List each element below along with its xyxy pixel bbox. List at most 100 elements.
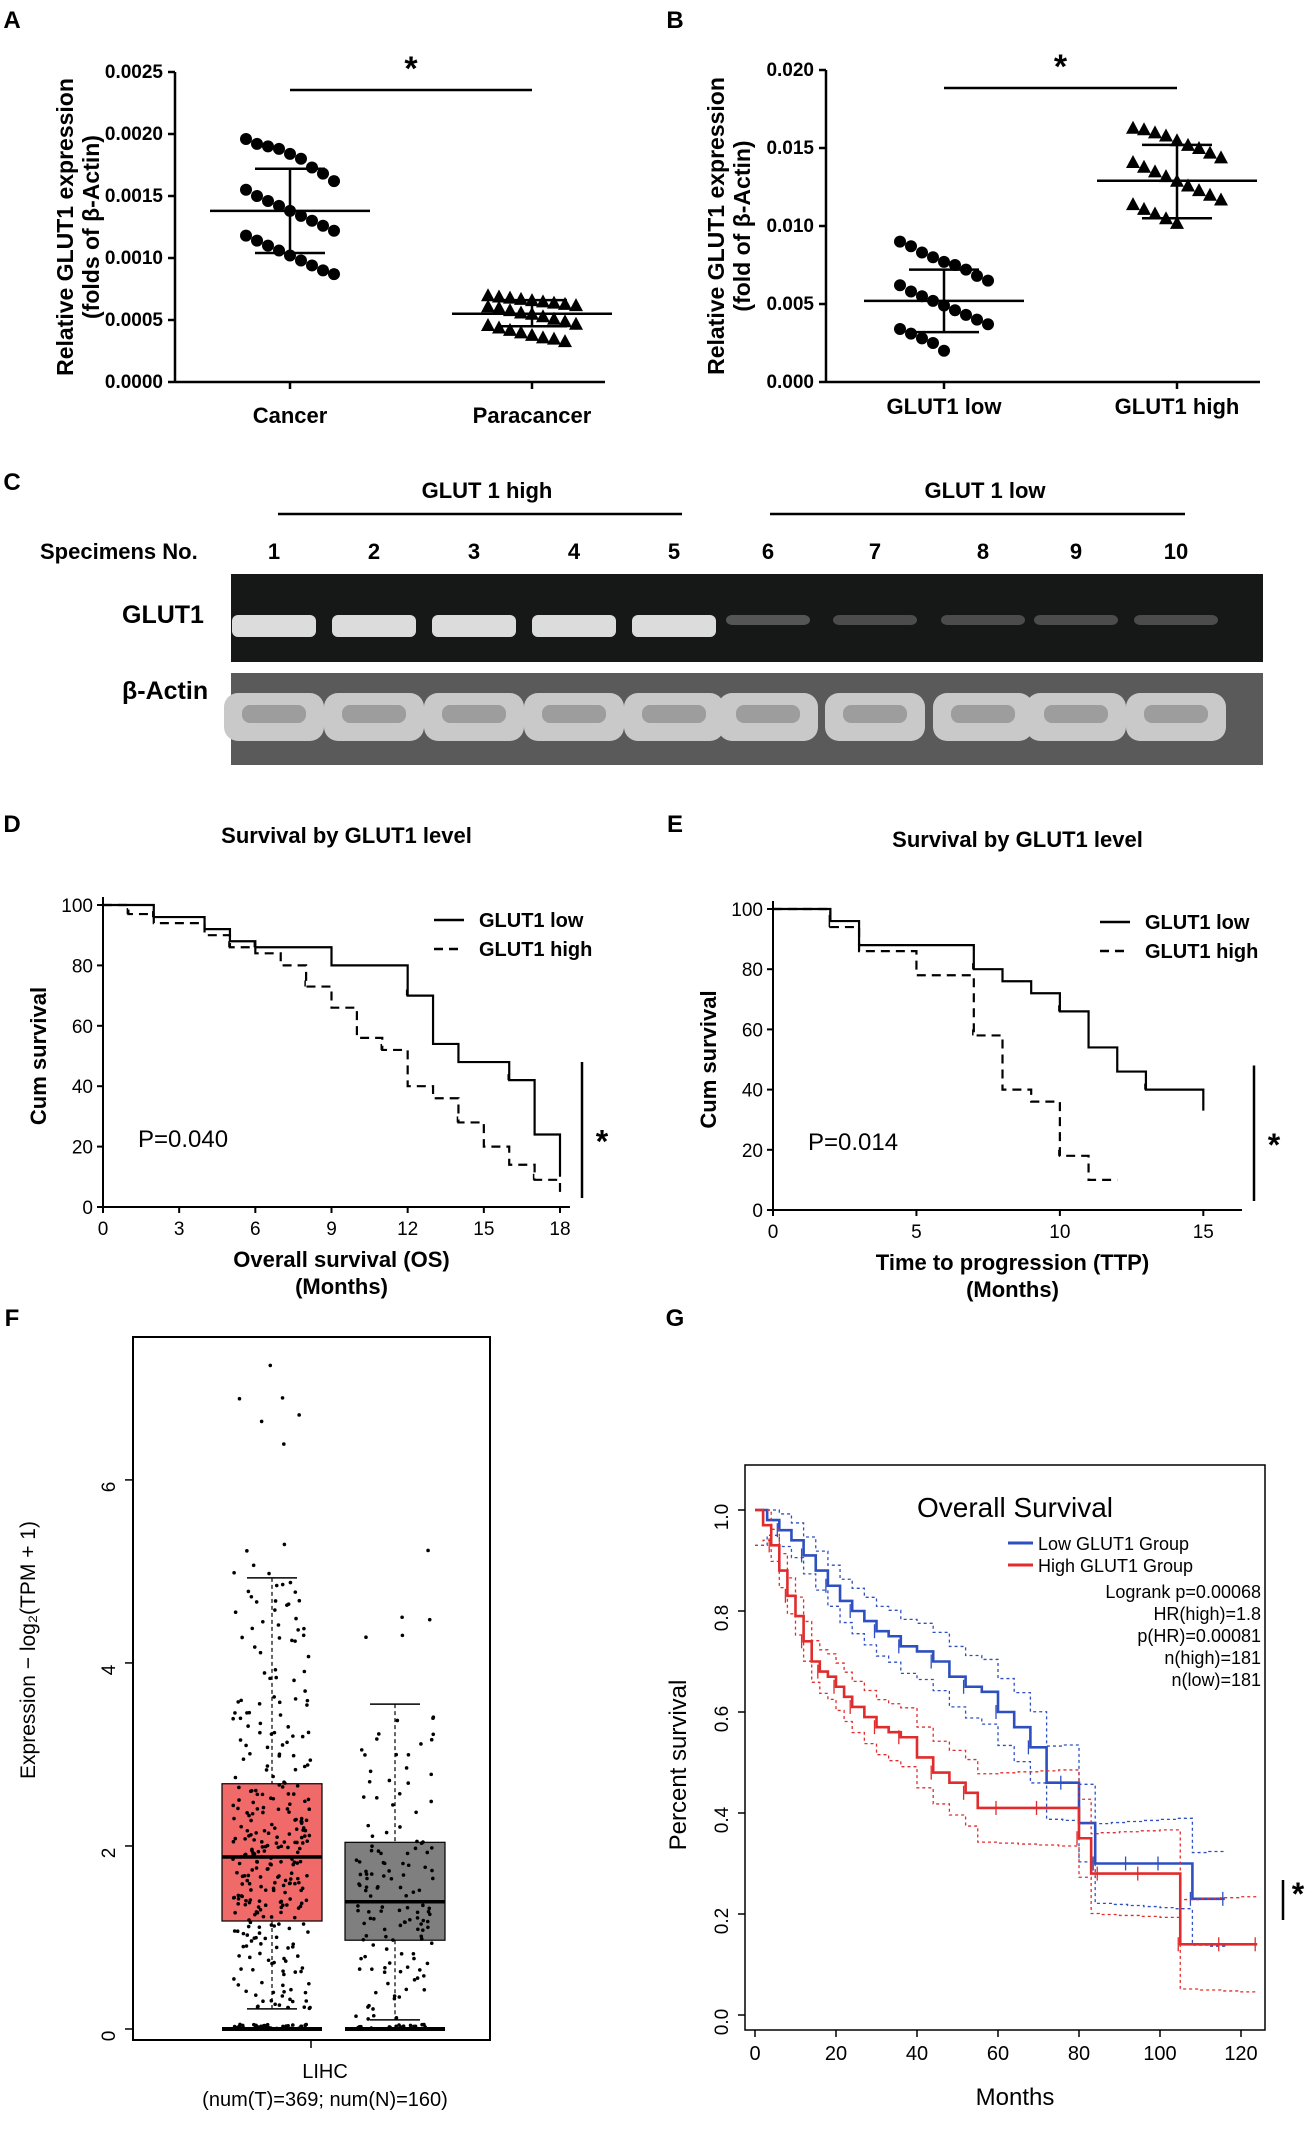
data-point [384,1947,389,1951]
data-point [254,1866,259,1870]
data-point [249,1888,253,1892]
data-point [397,2023,401,2027]
data-point [287,1881,292,1886]
lane-label: 2 [368,539,380,564]
legend-background [1003,1527,1261,1575]
data-point [422,1974,426,1978]
data-point [286,1725,291,1729]
data-point [300,1734,305,1739]
data-point [247,1834,251,1838]
data-point [279,1859,283,1864]
data-point [239,1894,244,1898]
panel-a: A 0.0000 0.0005 0.0010 0.0015 0.0020 0.0025 Rel… [3,7,612,428]
data-point [306,1730,311,1735]
survival-curve [755,1508,1258,1946]
y-tick-label: 0.0005 [105,310,164,331]
data-point [369,1848,374,1853]
data-point [285,1740,289,1745]
data-point [280,1396,285,1400]
data-point [246,1589,251,1594]
x-category-label: Cancer [253,403,328,428]
data-point [255,1792,260,1797]
data-point [405,1965,410,1969]
data-point [420,2022,424,2027]
panel-letter: F [5,1305,20,1332]
survival-curve [103,903,562,1192]
data-point [412,1977,417,1982]
x-tick-label: 15 [1193,1222,1214,1243]
data-point [429,1941,434,1946]
x-tick-label: 5 [911,1222,922,1243]
chart-title: Survival by GLUT1 level [892,827,1143,852]
data-point [244,1944,249,1948]
data-point [241,1931,246,1936]
data-point [401,1873,406,1877]
data-point [264,1768,269,1772]
data-point [503,322,517,336]
data-point [306,1930,310,1934]
panel-letter: D [3,811,20,838]
data-point [258,1875,263,1879]
data-point [317,167,329,180]
data-point [364,1885,369,1889]
x-tick-label: 0 [749,2043,760,2065]
data-point [276,1807,281,1812]
data-point [283,1890,287,1895]
data-point [251,1563,256,1568]
data-point [249,1594,254,1599]
data-point [905,327,917,340]
data-point [250,1811,255,1816]
data-point [303,1990,308,1995]
data-point [280,1582,285,1587]
data-point [431,1716,435,1720]
y-tick-label: 0.015 [766,138,814,159]
data-point [257,1925,262,1929]
data-point [250,1868,255,1872]
gel-band-core [1044,705,1108,723]
data-point [231,1803,236,1808]
data-point [269,1862,273,1867]
data-point [291,1792,296,1796]
data-point [284,147,296,160]
data-point [430,1868,434,1873]
data-point [261,1619,265,1624]
data-point [265,1867,270,1871]
data-point [245,1549,249,1553]
data-point [422,1988,427,1992]
data-point [406,1781,411,1785]
data-point [392,1996,397,2001]
y-tick-label: 80 [72,956,93,977]
panel-e: E Survival by GLUT1 level 0 20 40 60 80 100 0 5 10… [667,811,1281,1302]
data-point [250,1626,255,1631]
data-point [514,291,528,305]
data-point [233,1610,238,1615]
data-point [398,1885,403,1890]
data-point [302,2005,307,2009]
data-point [406,1753,411,1757]
data-point [971,313,983,326]
data-point [263,1936,268,1941]
data-point [262,1849,267,1853]
data-point [236,1897,241,1901]
gel-band-core [1144,705,1208,723]
data-point [291,1753,296,1758]
data-point [251,1967,255,1972]
data-point [294,1827,299,1831]
data-point [1159,128,1173,142]
data-point [363,1888,368,1893]
y-tick-label: 0.6 [712,1706,733,1732]
gel-band [232,615,316,637]
data-point [265,1745,270,1750]
data-point [400,1633,405,1638]
data-point [232,1816,236,1821]
y-axis-label: Relative GLUT1 expression [52,78,78,376]
data-point [293,1697,298,1701]
y-tick-label: 100 [731,900,763,921]
data-point [916,332,928,345]
data-point [291,1942,296,1946]
data-point [258,1951,262,1956]
data-point [365,1876,369,1881]
data-point [481,317,495,331]
data-point [297,1413,301,1417]
data-point [268,1363,273,1368]
